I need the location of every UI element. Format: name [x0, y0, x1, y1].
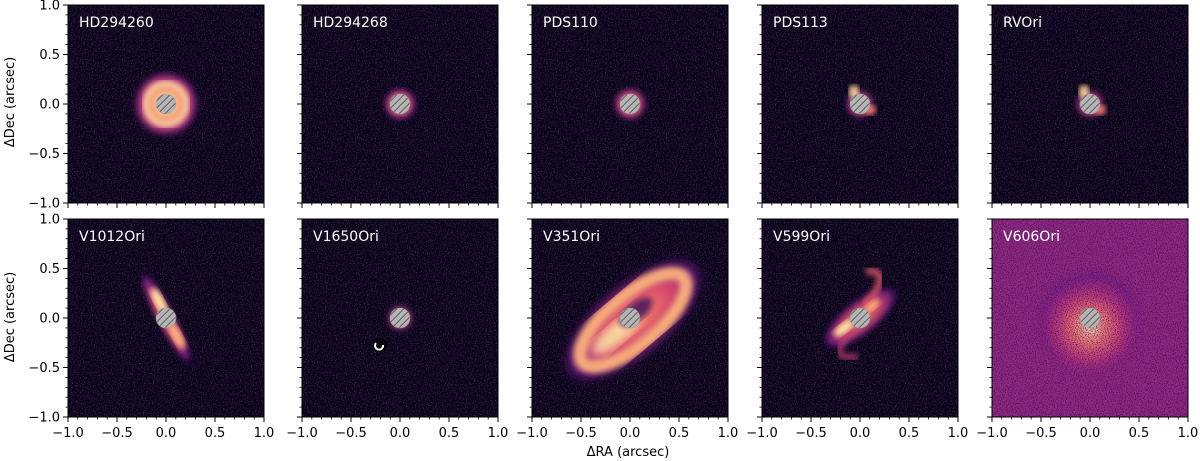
x-tick-label: 1.0	[948, 426, 969, 441]
y-tick-label: −1.0	[28, 411, 60, 426]
x-tick-label: 0.5	[669, 426, 690, 441]
coronagraph-mask	[619, 93, 641, 115]
x-tick-label: −1.0	[746, 426, 778, 441]
y-tick-label: 1.0	[39, 0, 60, 14]
panel-image	[68, 5, 264, 203]
panel-image	[302, 219, 498, 417]
coronagraph-mask	[619, 307, 641, 329]
y-tick-label: −0.5	[28, 361, 60, 376]
x-tick-label: 0.5	[439, 426, 460, 441]
panel-HD294268: HD294268	[297, 4, 499, 208]
panel-title: V1012Ori	[79, 229, 145, 245]
x-tick-label: 1.0	[254, 426, 275, 441]
panel-image	[532, 219, 728, 417]
x-tick-label: −0.5	[335, 426, 367, 441]
panel-title: HD294268	[313, 15, 388, 31]
x-tick-label: 0.0	[390, 426, 411, 441]
panel-title: PDS110	[543, 15, 598, 31]
panel-V1650Ori: V1650Ori −1.0 −0.5 0.0 0.5 1.0	[286, 218, 509, 441]
coronagraph-mask	[849, 93, 871, 115]
companion-arc	[374, 342, 385, 351]
disk-ring	[573, 266, 693, 374]
panel-image	[762, 5, 958, 203]
panel-PDS113: PDS113	[757, 4, 959, 208]
y-tick-label: −0.5	[28, 147, 60, 162]
panel-V351Ori: V351Ori −1.0 −0.5 0.0 0.5 1.0	[516, 218, 739, 441]
x-tick-label: 0.0	[850, 426, 871, 441]
panel-V1012Ori: V1012Ori −1.0 −0.5 0.0 0.5 1.0 −1.0 −0.5 0.0 0.5 1…	[28, 213, 274, 442]
x-tick-label: −1.0	[976, 426, 1008, 441]
coronagraph-mask	[389, 307, 411, 329]
x-tick-label: −1.0	[286, 426, 318, 441]
y-tick-label: 0.5	[39, 262, 60, 277]
ring-emission	[142, 80, 190, 128]
coronagraph-mask	[1079, 307, 1101, 329]
x-tick-label: −0.5	[1025, 426, 1057, 441]
panel-title: V1650Ori	[313, 229, 379, 245]
disk-lobe	[151, 288, 167, 314]
panel-HD294260: HD294260 −1.0 −0.5 0.0 0.5 1.0	[28, 0, 265, 212]
panel-image	[992, 5, 1188, 203]
spiral-arm	[836, 327, 859, 361]
x-tick-label: −0.5	[565, 426, 597, 441]
disk-bright-side	[864, 299, 880, 313]
x-tick-label: 0.0	[620, 426, 641, 441]
panel-PDS110: PDS110	[527, 4, 729, 208]
disk-lobe	[169, 323, 185, 349]
panel-image	[68, 219, 264, 417]
x-tick-label: 1.0	[718, 426, 739, 441]
y-tick-label: 0.0	[39, 312, 60, 327]
x-tick-label: 0.5	[1129, 426, 1150, 441]
y-tick-label: −1.0	[28, 197, 60, 212]
coronagraph-mask	[849, 307, 871, 329]
panel-image	[532, 5, 728, 203]
x-tick-label: 0.0	[1080, 426, 1101, 441]
coronagraph-mask	[389, 93, 411, 115]
y-tick-label: 0.5	[39, 48, 60, 63]
coronagraph-mask	[1079, 93, 1101, 115]
y-axis-label-top: ΔDec (arcsec)	[3, 57, 18, 147]
panel-title: V599Ori	[773, 229, 830, 245]
x-tick-label: 0.0	[156, 426, 177, 441]
panel-title: RVOri	[1003, 15, 1042, 31]
x-tick-label: −1.0	[516, 426, 548, 441]
x-tick-label: 0.5	[899, 426, 920, 441]
coronagraph-mask	[155, 307, 177, 329]
panel-RVOri: RVOri	[987, 4, 1189, 208]
panel-image	[762, 219, 958, 417]
panel-image	[992, 219, 1188, 417]
x-tick-label: −0.5	[101, 426, 133, 441]
coronagraph-mask	[155, 93, 177, 115]
panel-V606Ori: V606Ori −1.0 −0.5 0.0 0.5 1.0	[976, 218, 1199, 441]
panel-title: V606Ori	[1003, 229, 1060, 245]
x-axis-label: ΔRA (arcsec)	[587, 445, 670, 460]
panel-image	[302, 5, 498, 203]
panel-title: HD294260	[79, 15, 154, 31]
y-axis-label-bottom: ΔDec (arcsec)	[3, 272, 18, 362]
x-tick-label: 1.0	[488, 426, 509, 441]
y-tick-label: 0.0	[39, 98, 60, 113]
panels-layer: HD294260 −1.0 −0.5 0.0 0.5 1.0 HD294268 PDS110 P…	[28, 0, 1198, 441]
disk-bright-side	[834, 319, 854, 337]
x-tick-label: −0.5	[795, 426, 827, 441]
x-tick-label: 0.5	[205, 426, 226, 441]
y-tick-label: 1.0	[39, 213, 60, 228]
spiral-arm	[861, 267, 884, 309]
panel-title: V351Ori	[543, 229, 600, 245]
panel-V599Ori: V599Ori −1.0 −0.5 0.0 0.5 1.0	[746, 218, 969, 441]
panel-title: PDS113	[773, 15, 828, 31]
x-tick-label: −1.0	[52, 426, 84, 441]
x-tick-label: 1.0	[1178, 426, 1199, 441]
